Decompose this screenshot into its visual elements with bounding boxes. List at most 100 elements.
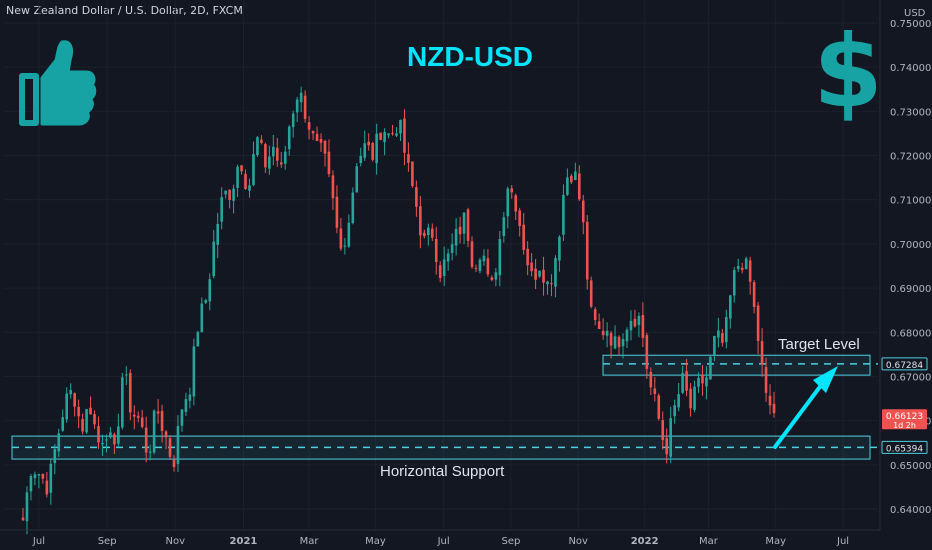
candle-body	[570, 175, 573, 183]
candle-body	[419, 206, 422, 236]
candle-body	[359, 156, 363, 164]
candle-body	[140, 417, 144, 427]
arrow-head	[813, 366, 838, 393]
candle-body	[415, 187, 418, 207]
thumbs-up-icon	[19, 40, 97, 126]
x-tick-label: Sep	[501, 536, 520, 547]
candle-body	[21, 517, 25, 521]
candle-body	[478, 259, 482, 272]
x-tick-label: Jul	[437, 536, 450, 547]
candle-body	[399, 119, 402, 134]
candle-body	[287, 126, 291, 150]
x-tick-label: May	[765, 536, 786, 547]
candle-body	[128, 373, 132, 413]
candle-body	[585, 221, 589, 280]
y-tick-label: 0.65000	[890, 461, 931, 472]
candle-body	[438, 265, 442, 279]
candle-body	[144, 427, 148, 453]
candle-body	[113, 434, 116, 445]
current-price-tag-bg	[882, 409, 927, 430]
candle-body	[236, 166, 239, 188]
support-price-tag: 0.65394	[886, 444, 923, 454]
y-tick-label: 0.68000	[890, 328, 931, 339]
x-tick-label: Mar	[699, 536, 719, 547]
arrow-shaft	[773, 382, 824, 449]
candle-body	[204, 300, 208, 303]
x-tick-label: Sep	[98, 536, 117, 547]
candle-body	[466, 209, 470, 241]
candle-body	[240, 165, 243, 172]
candle-body	[534, 268, 537, 280]
candle-body	[601, 330, 605, 336]
candle-body	[589, 280, 593, 307]
candle-body	[577, 173, 581, 200]
candle-body	[732, 270, 736, 296]
candle-body	[482, 255, 486, 262]
candle-body	[391, 133, 394, 135]
candle-body	[427, 227, 430, 236]
candle-body	[697, 377, 700, 387]
candle-body	[685, 371, 688, 391]
candle-body	[180, 409, 184, 426]
x-tick-label: May	[365, 536, 386, 547]
candle-body	[542, 269, 545, 283]
candle-body	[725, 317, 728, 343]
candle-body	[256, 137, 259, 156]
candle-body	[184, 399, 188, 412]
candle-body	[383, 132, 386, 143]
candle-body	[33, 474, 37, 479]
candle-body	[323, 140, 327, 154]
y-tick-label: 0.72000	[890, 152, 931, 163]
candle-body	[57, 433, 61, 452]
candle-body	[613, 336, 617, 349]
candle-body	[85, 409, 88, 433]
candle-body	[617, 336, 621, 348]
candle-body	[514, 195, 518, 212]
time-axis[interactable]: Jul Sep Nov 2021 Mar May Jul Sep Nov 2022 Mar May Ju…	[0, 529, 880, 547]
candle-body	[268, 156, 271, 169]
candle-body	[315, 133, 319, 141]
candle-body	[220, 197, 223, 222]
candle-body	[387, 133, 390, 136]
candle-body	[713, 336, 716, 355]
candle-body	[152, 410, 156, 453]
candle-body	[109, 432, 112, 438]
candle-body	[709, 356, 712, 380]
candle-body	[554, 258, 557, 287]
candle-body	[347, 222, 351, 247]
candle-body	[283, 151, 287, 164]
candle-body	[649, 372, 653, 388]
candle-body	[510, 188, 514, 193]
candle-body	[430, 228, 434, 238]
candle-body	[764, 367, 768, 393]
candle-body	[728, 295, 732, 319]
candle-body	[752, 282, 756, 308]
candle-body	[41, 473, 45, 479]
candle-body	[224, 190, 227, 195]
candle-body	[629, 320, 633, 331]
candle-body	[216, 223, 220, 245]
candle-body	[740, 267, 744, 270]
candle-body	[81, 418, 84, 432]
target-level-label: Target Level	[778, 336, 860, 353]
candle-body	[661, 420, 665, 441]
candle-body	[37, 474, 41, 476]
candle-body	[681, 373, 684, 393]
zones	[11, 354, 878, 460]
candle-body	[192, 346, 196, 397]
candle-body	[61, 417, 65, 431]
y-tick-label: 0.67000	[890, 372, 931, 383]
candle-body	[490, 277, 494, 281]
candles	[21, 86, 776, 535]
candle-body	[164, 431, 168, 438]
candle-body	[736, 266, 740, 269]
candle-body	[689, 388, 692, 409]
candle-body	[339, 228, 343, 249]
candle-body	[701, 374, 704, 384]
candle-body	[717, 330, 720, 338]
candle-body	[450, 244, 454, 254]
candle-body	[705, 377, 708, 387]
support-label: Horizontal Support	[380, 463, 505, 480]
